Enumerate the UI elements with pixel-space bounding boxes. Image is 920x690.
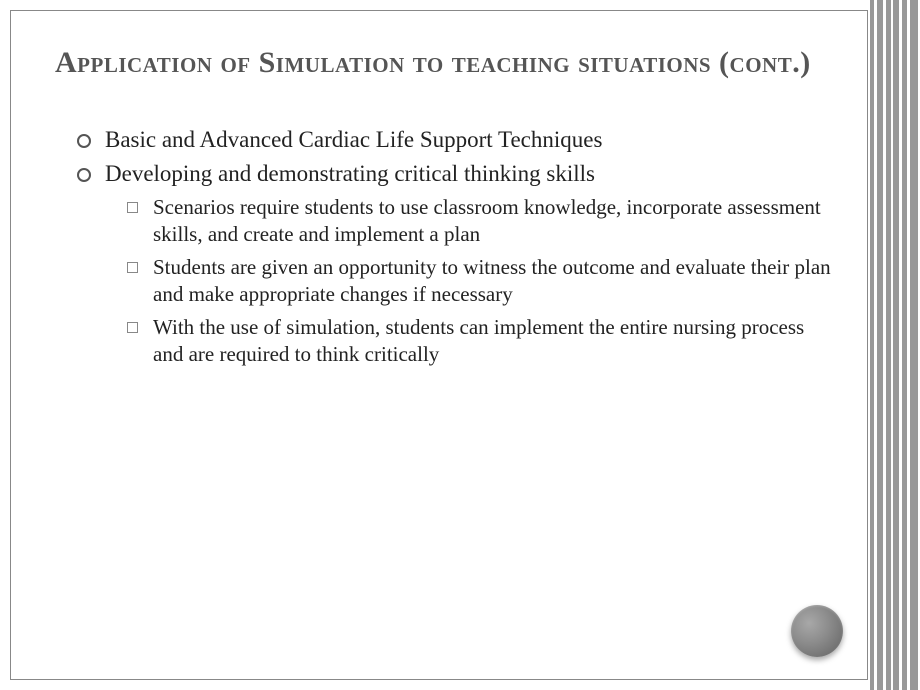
bullet-text: With the use of simulation, students can… — [153, 315, 804, 366]
list-item: With the use of simulation, students can… — [123, 314, 831, 368]
list-item: Scenarios require students to use classr… — [123, 194, 831, 248]
slide: Application of Simulation to teaching si… — [0, 0, 920, 690]
list-item: Basic and Advanced Cardiac Life Support … — [75, 124, 831, 156]
bullet-text: Developing and demonstrating critical th… — [105, 161, 595, 186]
list-item: Developing and demonstrating critical th… — [75, 158, 831, 367]
bullet-text: Scenarios require students to use classr… — [153, 195, 821, 246]
decorative-circle-icon — [791, 605, 843, 657]
slide-content-frame: Application of Simulation to teaching si… — [10, 10, 868, 680]
bullet-text: Basic and Advanced Cardiac Life Support … — [105, 127, 602, 152]
slide-title: Application of Simulation to teaching si… — [55, 43, 831, 82]
bullet-list-level2: Scenarios require students to use classr… — [105, 194, 831, 367]
bullet-text: Students are given an opportunity to wit… — [153, 255, 831, 306]
side-stripe-decoration — [868, 0, 920, 690]
bullet-list-level1: Basic and Advanced Cardiac Life Support … — [55, 124, 831, 368]
list-item: Students are given an opportunity to wit… — [123, 254, 831, 308]
